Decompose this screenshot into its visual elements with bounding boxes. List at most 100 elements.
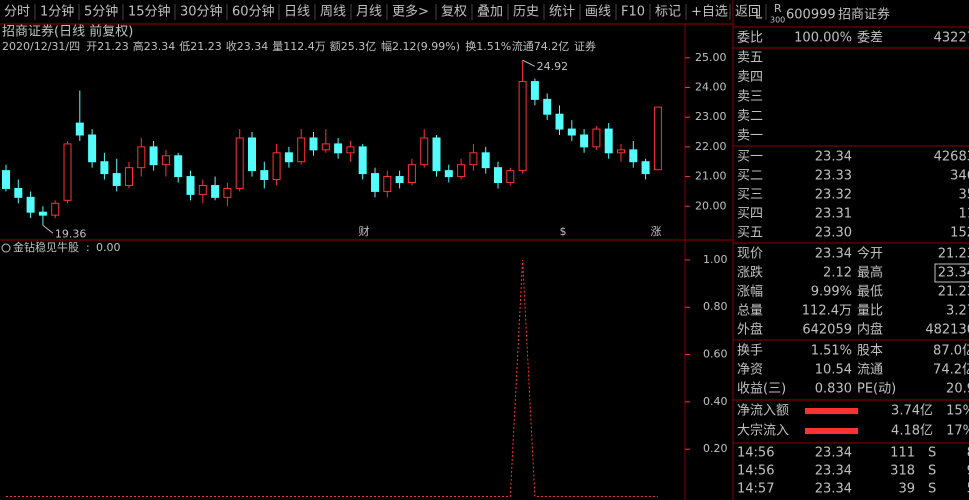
candle-body: [63, 143, 72, 201]
candle-body: [149, 146, 158, 166]
y-tick-label: 23.00: [695, 110, 727, 123]
candle-body: [420, 137, 429, 166]
bid-label: 买三: [737, 188, 763, 203]
toolbar-tab[interactable]: 月线: [356, 5, 382, 20]
toolbar-tab[interactable]: 历史: [513, 5, 539, 20]
bid-volume: 346: [950, 169, 969, 184]
candle-body: [653, 106, 662, 171]
min-label: 19.36: [55, 227, 87, 240]
stat-value: 3.27: [946, 304, 969, 319]
info-item: 量112.4万: [272, 40, 326, 53]
candle-body: [494, 167, 502, 183]
info-item: 收23.34: [226, 39, 268, 53]
candle-body: [235, 137, 244, 189]
row-value: 43227: [934, 31, 969, 46]
toolbar-tab[interactable]: 统计: [549, 5, 575, 20]
stat-value: 2.12: [823, 266, 852, 281]
candle-body: [555, 113, 564, 130]
info-item: 幅2.12(9.99%): [381, 40, 460, 53]
toolbar-tab[interactable]: 日线: [284, 5, 310, 20]
candle-body: [14, 187, 23, 198]
toolbar-tab[interactable]: 30分钟: [180, 4, 223, 20]
trade-volume: 39: [898, 482, 915, 497]
candle-body: [371, 173, 379, 192]
candle-body: [260, 170, 269, 181]
toolbar-tab[interactable]: 60分钟: [232, 4, 275, 20]
stat-label: 量比: [857, 304, 883, 319]
stat-label: 内盘: [857, 322, 883, 338]
info-item: 额25.3亿: [330, 40, 377, 53]
candle-body: [481, 152, 490, 169]
info-item: 流通74.2亿: [512, 39, 570, 53]
toolbar-tab[interactable]: 复权: [441, 4, 467, 20]
max-pointer: [522, 59, 535, 67]
bid-price: 23.30: [815, 226, 852, 241]
candle-body: [641, 161, 650, 175]
toolbar-tab[interactable]: 1分钟: [40, 4, 74, 20]
y-tick-label: 24.00: [695, 81, 727, 94]
trade-side: S: [928, 464, 936, 479]
toolbar-tab[interactable]: F10: [621, 5, 645, 20]
stat-value: 642059: [802, 323, 852, 338]
ask-label: 卖三: [737, 90, 763, 105]
toolbar-tab[interactable]: 5分钟: [84, 4, 118, 20]
bid-price: 23.31: [815, 207, 852, 222]
bid-label: 买四: [737, 207, 763, 222]
y-tick-label: 25.00: [695, 51, 727, 64]
stat-label: 最低: [857, 285, 883, 300]
fund-value: 87.0亿: [933, 344, 969, 359]
candle-body: [297, 137, 306, 163]
stat-value: 482130: [925, 323, 969, 338]
toolbar-tab[interactable]: 周线: [320, 5, 346, 20]
toolbar-tab[interactable]: 15分钟: [128, 4, 171, 20]
info-item: 开21.23: [86, 40, 129, 53]
y-tick-label: 0.20: [703, 442, 728, 455]
toolbar-tab[interactable]: 更多>: [392, 4, 429, 20]
candle-body: [407, 164, 416, 183]
stat-value: 23.34: [938, 266, 969, 281]
stat-label: 涨幅: [737, 285, 763, 300]
indicator-line: [6, 259, 658, 497]
candle-body: [2, 170, 10, 189]
toolbar-tab[interactable]: +自选: [691, 5, 728, 20]
candle-body: [543, 98, 552, 115]
highlight-box: [934, 263, 969, 283]
toolbar-tab[interactable]: 分时: [4, 5, 30, 20]
bid-volume: 152: [950, 226, 969, 241]
candle-body: [137, 146, 146, 169]
bid-price: 23.33: [815, 169, 852, 184]
market: L: [755, 8, 763, 23]
toolbar-tab[interactable]: 画线: [585, 5, 611, 20]
candle-body: [51, 202, 60, 216]
trade-price: 23.34: [815, 446, 852, 461]
bid-label: 买二: [737, 169, 763, 184]
toolbar-tab[interactable]: 叠加: [477, 5, 503, 20]
candle-body: [444, 170, 453, 178]
event-marker[interactable]: 涨: [651, 225, 662, 238]
event-marker[interactable]: 财: [359, 224, 370, 238]
candle-body: [309, 137, 318, 151]
trade-volume: 318: [890, 464, 915, 479]
info-item: 2020/12/31/四: [2, 40, 80, 53]
fund-label: 净资: [737, 363, 763, 378]
trade-count: 8: [967, 446, 969, 461]
bid-label: 买一: [737, 150, 763, 165]
stat-value: 112.4万: [802, 304, 852, 319]
candle-body: [125, 167, 133, 186]
event-marker[interactable]: $: [560, 225, 567, 238]
toolbar-tab[interactable]: 标记: [655, 5, 681, 20]
y-tick-label: 0.80: [703, 300, 728, 313]
indicator-sep: :: [86, 241, 90, 254]
fund-label: 换手: [737, 344, 763, 359]
candle-body: [432, 137, 441, 172]
indicator-name: 金钻稳见牛股: [13, 240, 79, 254]
candle-body: [469, 152, 478, 166]
stock-name: 招商证券: [838, 7, 890, 23]
candle-body: [112, 173, 121, 186]
y-tick-label: 20.00: [695, 199, 727, 212]
candle-body: [211, 184, 220, 198]
bid-label: 买五: [737, 226, 763, 241]
bid-price: 23.32: [815, 188, 852, 203]
toolbar-tab[interactable]: 返回: [735, 5, 761, 20]
y-tick-label: 1.00: [703, 253, 728, 266]
